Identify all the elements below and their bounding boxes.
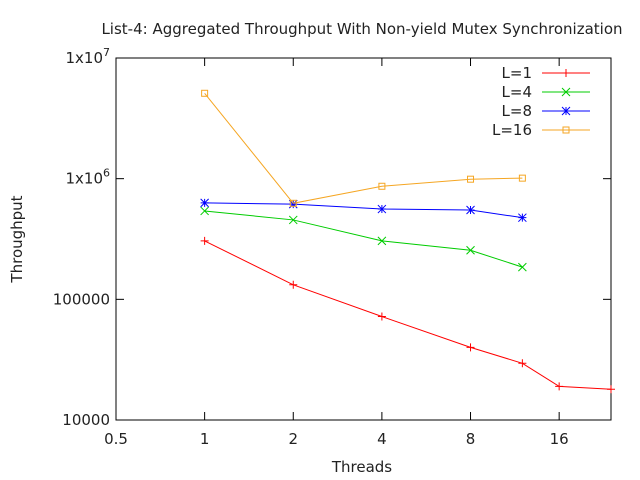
data-point (518, 359, 527, 368)
series-line (204, 240, 612, 390)
legend-label: L=4 (502, 83, 532, 101)
data-point (607, 385, 615, 394)
axis-ticks: 0.5 1 2 4 8 16 10000 100000 1x106 1x107 (53, 46, 611, 448)
legend-marker (561, 87, 571, 97)
x-tick-label: 4 (377, 430, 387, 448)
series-L=1 (200, 236, 615, 394)
data-point (201, 89, 209, 97)
legend-marker (562, 69, 570, 77)
y-tick-label: 100000 (53, 290, 110, 308)
data-point (466, 205, 475, 215)
y-tick-label: 10000 (62, 411, 110, 429)
data-point (377, 236, 387, 246)
y-axis-label: Throughput (8, 195, 26, 283)
data-point (289, 280, 298, 289)
data-point (377, 312, 386, 321)
legend-label: L=1 (502, 64, 532, 82)
legend-label: L=8 (502, 102, 532, 120)
data-point (200, 206, 209, 216)
data-point (200, 236, 209, 245)
y-tick-label: 1x107 (65, 46, 110, 67)
series-L=8 (200, 198, 527, 223)
series-L=16 (201, 89, 526, 207)
data-point (555, 382, 564, 391)
x-tick-label: 0.5 (104, 430, 128, 448)
data-point (518, 174, 526, 182)
plot-frame (115, 57, 612, 421)
x-tick-label: 2 (288, 430, 298, 448)
x-tick-label: 16 (550, 430, 569, 448)
x-axis-label: Threads (331, 458, 392, 476)
data-point (200, 198, 209, 208)
data-point (377, 204, 387, 214)
legend-marker (562, 126, 570, 134)
series-line (204, 210, 523, 268)
series-L=4 (200, 206, 527, 272)
legend: L=1L=4L=8L=16 (492, 64, 590, 139)
x-tick-label: 1 (200, 430, 210, 448)
series-line (204, 92, 523, 204)
chart-title: List-4: Aggregated Throughput With Non-y… (101, 20, 622, 38)
data-point (289, 199, 297, 207)
data-point (466, 343, 475, 352)
legend-marker (561, 106, 571, 116)
data-point (288, 215, 298, 225)
data-point (467, 175, 475, 183)
x-tick-label: 8 (466, 430, 476, 448)
data-point (518, 213, 527, 223)
data-point (378, 182, 386, 190)
y-tick-label: 1x106 (65, 167, 110, 188)
data-point (288, 199, 298, 209)
series-group (200, 89, 615, 394)
legend-label: L=16 (492, 121, 532, 139)
data-point (466, 245, 475, 255)
data-point (518, 262, 527, 272)
